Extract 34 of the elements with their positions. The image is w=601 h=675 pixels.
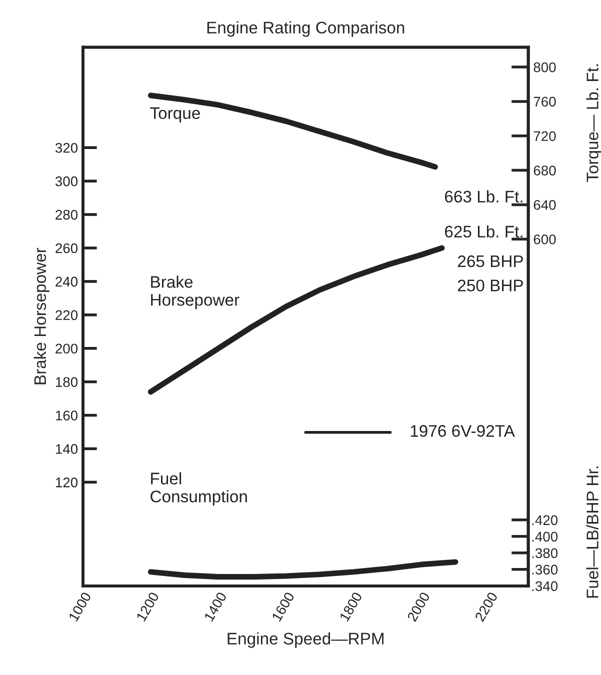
y3-tick-label: .420 — [532, 515, 558, 526]
y2-tick-label: 600 — [534, 234, 556, 244]
y-tick-label: 320 — [55, 142, 78, 153]
y2-tick-label: 720 — [534, 131, 556, 142]
annotation: Torque — [150, 107, 200, 122]
y-tick-label: 260 — [56, 243, 78, 254]
y3-tick-label: .340 — [532, 581, 558, 592]
y-tick-label: 140 — [56, 444, 78, 454]
y-tick-label: 280 — [56, 210, 78, 220]
y2-tick-label: 760 — [534, 96, 556, 107]
annotation: Brake Horsepower — [151, 276, 240, 310]
y-tick-label: 240 — [56, 276, 78, 287]
y-tick-label: 200 — [56, 344, 78, 354]
y-tick-label: 180 — [56, 377, 78, 387]
y-tick-label: 300 — [55, 176, 78, 186]
y2-tick-label: 680 — [534, 166, 556, 176]
y-tick-label: 160 — [56, 410, 78, 420]
annotation: Fuel Consumption — [150, 472, 247, 506]
annotation: 250 BHP — [458, 280, 523, 292]
annotation: 663 Lb. Ft. — [445, 190, 522, 203]
y3-tick-label: .400 — [532, 532, 558, 542]
y3-axis-title: Fuel—LB/BHP Hr. — [586, 466, 598, 598]
x-axis-title: Engine Speed—RPM — [228, 632, 384, 648]
chart-title: Engine Rating Comparison — [207, 21, 404, 37]
annotation: 1976 6V-92TA — [410, 425, 515, 437]
y-axis-title: Brake Horsepower — [34, 248, 50, 384]
annotation: 265 BHP — [458, 255, 523, 268]
y-tick-label: 120 — [56, 478, 78, 488]
y-tick-label: 220 — [56, 310, 78, 320]
y3-tick-label: .360 — [532, 564, 558, 575]
y3-tick-label: .380 — [532, 548, 558, 558]
y2-tick-label: 640 — [534, 200, 556, 210]
y2-tick-label: 800 — [534, 62, 556, 72]
annotation: 625 Lb. Ft. — [445, 225, 522, 238]
